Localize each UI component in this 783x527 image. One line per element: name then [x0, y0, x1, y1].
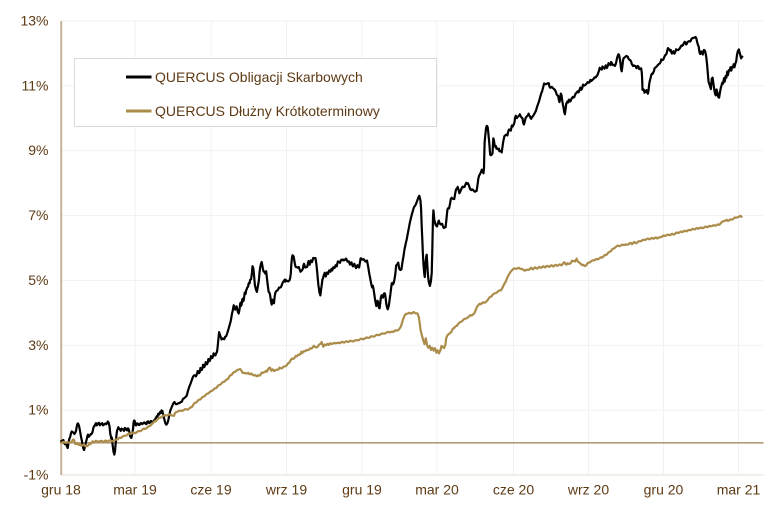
svg-text:13%: 13%	[20, 13, 48, 29]
svg-text:mar 20: mar 20	[415, 482, 459, 498]
svg-text:gru 19: gru 19	[342, 482, 382, 498]
svg-text:QUERCUS Obligacji Skarbowych: QUERCUS Obligacji Skarbowych	[155, 69, 363, 85]
svg-text:cze 20: cze 20	[493, 482, 534, 498]
svg-text:wrz 20: wrz 20	[567, 482, 609, 498]
svg-text:9%: 9%	[28, 142, 48, 158]
svg-text:cze 19: cze 19	[190, 482, 231, 498]
svg-text:gru 18: gru 18	[41, 482, 81, 498]
svg-text:mar 21: mar 21	[717, 482, 761, 498]
svg-text:-1%: -1%	[24, 467, 49, 483]
svg-text:5%: 5%	[28, 272, 48, 288]
svg-text:QUERCUS Dłużny Krótkoterminowy: QUERCUS Dłużny Krótkoterminowy	[155, 103, 380, 119]
svg-text:mar 19: mar 19	[113, 482, 157, 498]
svg-text:1%: 1%	[28, 402, 48, 418]
svg-text:wrz 19: wrz 19	[265, 482, 307, 498]
svg-text:gru 20: gru 20	[644, 482, 684, 498]
svg-text:11%: 11%	[22, 77, 49, 93]
svg-text:7%: 7%	[28, 207, 48, 223]
svg-text:3%: 3%	[28, 337, 48, 353]
